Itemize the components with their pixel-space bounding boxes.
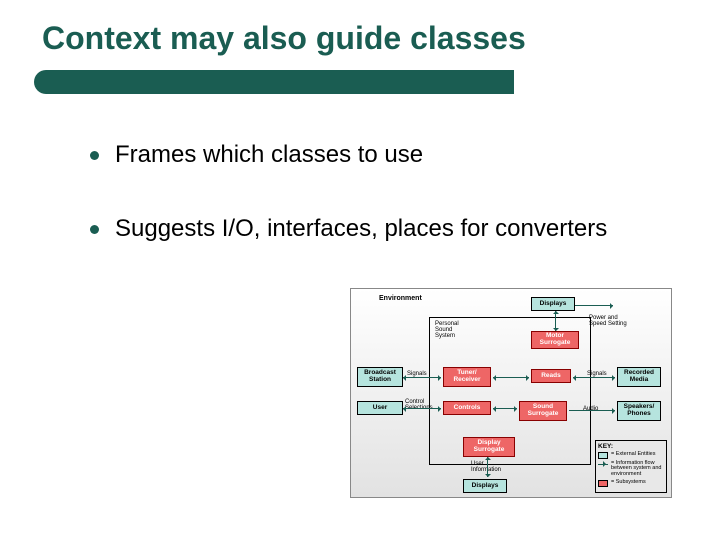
external-box-displays-bot: Displays [463, 479, 507, 493]
external-box-recorded: Recorded Media [617, 367, 661, 387]
legend-swatch [598, 480, 608, 487]
bullet-text: Suggests I/O, interfaces, places for con… [115, 214, 607, 244]
arrow [493, 377, 529, 378]
system-label: Personal Sound System [435, 321, 471, 339]
subsystem-box-reads: Reads [531, 369, 571, 383]
arrow [573, 377, 615, 378]
legend: KEY: = External Entities = Information fl… [595, 440, 667, 493]
legend-swatch [598, 461, 608, 468]
bullet-icon [90, 151, 99, 160]
legend-text: = Subsystems [611, 480, 646, 486]
external-box-speakers: Speakers/ Phones [617, 401, 661, 421]
edge-label: Power andSpeed Setting [589, 315, 627, 327]
edge-label: UserInformation [471, 461, 501, 473]
arrow [555, 311, 556, 331]
legend-row: = Subsystems [598, 480, 664, 487]
legend-row: = Information flow between system and en… [598, 461, 664, 478]
slide: Context may also guide classes Frames wh… [0, 0, 720, 540]
external-box-broadcast: Broadcast Station [357, 367, 403, 387]
arrow [569, 410, 615, 411]
slide-title: Context may also guide classes [42, 20, 526, 57]
legend-row: = External Entities [598, 452, 664, 459]
legend-title: KEY: [598, 443, 664, 450]
list-item: Frames which classes to use [90, 140, 630, 170]
context-diagram: Environment Personal Sound System Displa… [350, 288, 672, 498]
subsystem-box-controls: Controls [443, 401, 491, 415]
arrow [487, 457, 488, 477]
bullet-icon [90, 225, 99, 234]
subsystem-box-sound: Sound Surrogate [519, 401, 567, 421]
legend-text: = External Entities [611, 452, 655, 458]
arrow [575, 305, 613, 306]
bullet-list: Frames which classes to use Suggests I/O… [90, 140, 630, 288]
external-box-user: User [357, 401, 403, 415]
legend-swatch [598, 452, 608, 459]
environment-label: Environment [379, 295, 422, 302]
arrow [493, 408, 517, 409]
title-underline [34, 70, 514, 94]
arrow [403, 377, 441, 378]
list-item: Suggests I/O, interfaces, places for con… [90, 214, 630, 244]
arrow [403, 408, 441, 409]
edge-label: Audio [583, 406, 598, 412]
bullet-text: Frames which classes to use [115, 140, 423, 170]
legend-text: = Information flow between system and en… [611, 461, 664, 478]
edge-label: ControlSelections [405, 399, 433, 411]
subsystem-box-tuner: Tuner/ Receiver [443, 367, 491, 387]
